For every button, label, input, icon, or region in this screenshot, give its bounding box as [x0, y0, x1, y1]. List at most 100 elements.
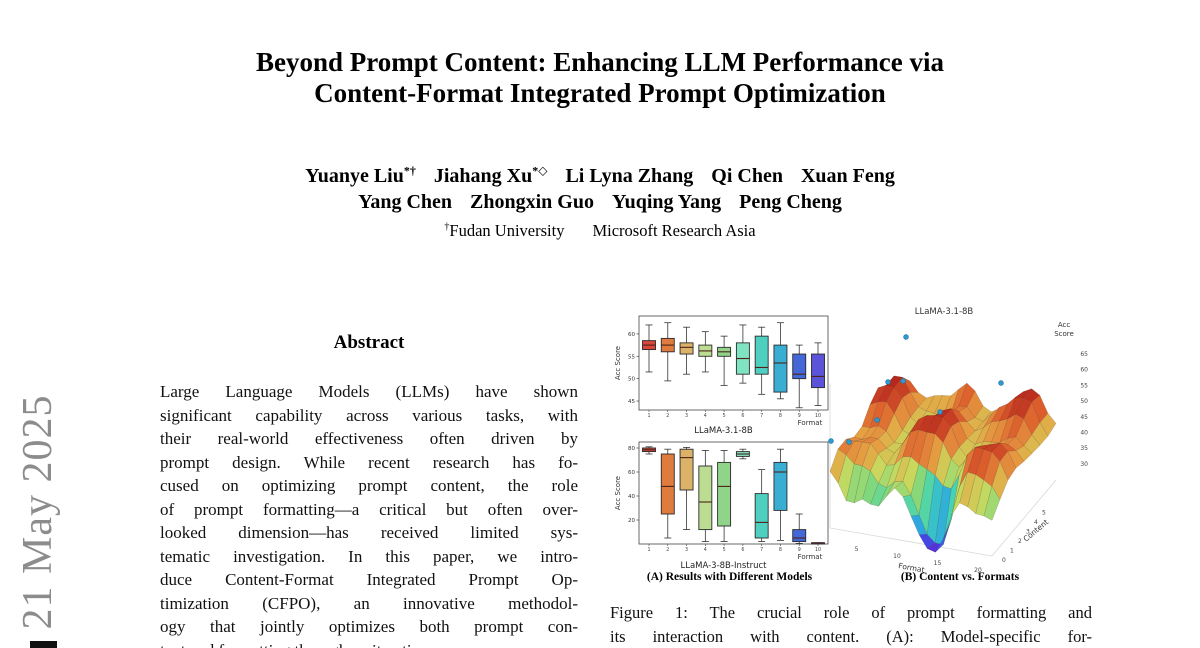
author-name: Li Lyna Zhang	[565, 164, 694, 187]
svg-text:Acc Score: Acc Score	[614, 476, 622, 510]
author-name: Yuqing Yang	[611, 191, 722, 213]
affiliation-item: †Fudan University	[444, 221, 565, 240]
svg-text:45: 45	[1080, 414, 1088, 421]
svg-text:10: 10	[815, 547, 821, 553]
svg-text:10: 10	[893, 553, 901, 560]
svg-text:Acc Score: Acc Score	[614, 346, 622, 380]
author-row-1: Yuanye Liu*† Jiahang Xu*◇ Li Lyna Zhang Qi …	[0, 163, 1200, 188]
svg-text:LLaMA-3.1-8B: LLaMA-3.1-8B	[694, 426, 753, 436]
sample-point-marker	[828, 438, 834, 444]
svg-text:0: 0	[1002, 557, 1006, 564]
svg-text:15: 15	[934, 560, 942, 567]
svg-text:4: 4	[704, 547, 707, 553]
svg-text:60: 60	[1080, 367, 1088, 374]
abstract-line: Large Language Models (LLMs) have shown	[160, 382, 578, 401]
abstract-line: tent and formatting through an iterative	[160, 639, 578, 648]
svg-text:2: 2	[1018, 538, 1022, 545]
abstract-line: duce Content-Format Integrated Prompt Op…	[160, 570, 578, 589]
svg-text:5: 5	[855, 546, 859, 553]
author-name: Jiahang Xu*◇	[433, 163, 548, 187]
author-name: Zhongxin Guo	[470, 191, 594, 213]
sample-point-marker	[885, 379, 891, 385]
svg-text:5: 5	[723, 413, 726, 419]
svg-text:50: 50	[628, 377, 635, 383]
svg-text:Format: Format	[798, 419, 823, 427]
sample-point-marker	[903, 334, 909, 340]
svg-text:5: 5	[723, 547, 726, 553]
abstract-line: cused on optimizing prompt content, the …	[160, 476, 578, 495]
svg-text:7: 7	[760, 413, 763, 419]
abstract-line: looked dimension—has received limited sy…	[160, 523, 578, 542]
author-name: Xuan Feng	[800, 164, 895, 187]
svg-text:Format: Format	[798, 553, 823, 561]
svg-text:35: 35	[1080, 445, 1088, 452]
abstract-line: timization (CFPO), an innovative methodo…	[160, 593, 578, 613]
svg-text:6: 6	[741, 547, 744, 553]
svg-text:55: 55	[628, 354, 635, 360]
sample-point-marker	[937, 409, 943, 415]
svg-text:9: 9	[798, 413, 801, 419]
svg-text:30: 30	[1080, 461, 1088, 468]
figure-panelA-caption: (A) Results with Different Models	[646, 571, 813, 583]
svg-text:2: 2	[666, 413, 669, 419]
svg-text:3: 3	[685, 547, 688, 553]
svg-text:20: 20	[974, 567, 982, 574]
sample-point-marker	[900, 378, 906, 384]
svg-text:40: 40	[628, 494, 635, 500]
surface-plot-content-vs-format: LLaMA-3.1-8B5101520Format012345ContentAc…	[828, 307, 1088, 575]
svg-text:9: 9	[798, 547, 801, 553]
svg-text:65: 65	[1080, 351, 1088, 358]
author-name: Yang Chen	[358, 191, 453, 213]
svg-text:20: 20	[628, 518, 635, 524]
figure-panelB-caption: (B) Content vs. Formats	[900, 571, 1020, 583]
svg-text:7: 7	[760, 547, 763, 553]
svg-text:10: 10	[815, 413, 821, 419]
author-name: Peng Cheng	[739, 191, 842, 213]
svg-text:1: 1	[647, 547, 650, 553]
author-row-2: Yang Chen Zhongxin Guo Yuqing Yang Peng Che…	[0, 191, 1200, 214]
svg-text:5: 5	[1042, 510, 1046, 517]
abstract-heading: Abstract	[333, 332, 405, 353]
svg-text:1: 1	[647, 413, 650, 419]
svg-text:3: 3	[685, 413, 688, 419]
figure-caption: Figure 1: The crucial role of prompt for…	[610, 601, 1092, 648]
sample-point-marker	[846, 439, 852, 445]
abstract-line: significant capability across various ta…	[160, 405, 578, 425]
affiliation-row: †Fudan University Microsoft Research Asia	[0, 221, 1200, 241]
abstract-line: of prompt formatting—a critical but ofte…	[160, 499, 578, 519]
svg-text:LLaMA-3.1-8B: LLaMA-3.1-8B	[915, 307, 974, 317]
svg-text:Score: Score	[1054, 330, 1074, 338]
paper-title-line1: Beyond Prompt Content: Enhancing LLM Per…	[256, 47, 944, 77]
svg-text:55: 55	[1080, 382, 1088, 389]
abstract-body: Large Language Models (LLMs) have shown s…	[160, 380, 578, 648]
arxiv-date-sidebar: 21 May 2025	[15, 394, 61, 630]
svg-text:LLaMA-3-8B-Instruct: LLaMA-3-8B-Instruct	[680, 561, 767, 571]
svg-text:60: 60	[628, 470, 635, 476]
paper-title: Beyond Prompt Content: Enhancing LLM Per…	[0, 47, 1200, 109]
svg-text:Acc: Acc	[1058, 321, 1071, 329]
author-superscript: *†	[403, 163, 416, 177]
svg-text:40: 40	[1080, 430, 1088, 437]
figure-caption-line: its interaction with content. (A): Model…	[610, 627, 1092, 646]
svg-text:8: 8	[779, 547, 782, 553]
svg-text:3: 3	[1026, 529, 1030, 536]
svg-text:2: 2	[666, 547, 669, 553]
svg-text:50: 50	[1080, 398, 1088, 405]
svg-text:6: 6	[741, 413, 744, 419]
affiliation-item: Microsoft Research Asia	[592, 221, 756, 240]
svg-text:60: 60	[628, 332, 635, 338]
abstract-line: prompt design. While recent research has…	[160, 452, 578, 472]
author-name: Qi Chen	[711, 164, 783, 187]
svg-text:4: 4	[1034, 519, 1038, 526]
arxiv-sidebar-fragment	[30, 641, 57, 648]
svg-text:1: 1	[1010, 548, 1014, 555]
author-superscript: *◇	[532, 163, 548, 177]
svg-text:45: 45	[628, 399, 635, 405]
svg-text:80: 80	[628, 446, 635, 452]
author-name: Yuanye Liu*†	[305, 163, 416, 187]
svg-text:8: 8	[779, 413, 782, 419]
abstract-line: their real-world effectiveness often dri…	[160, 429, 578, 448]
